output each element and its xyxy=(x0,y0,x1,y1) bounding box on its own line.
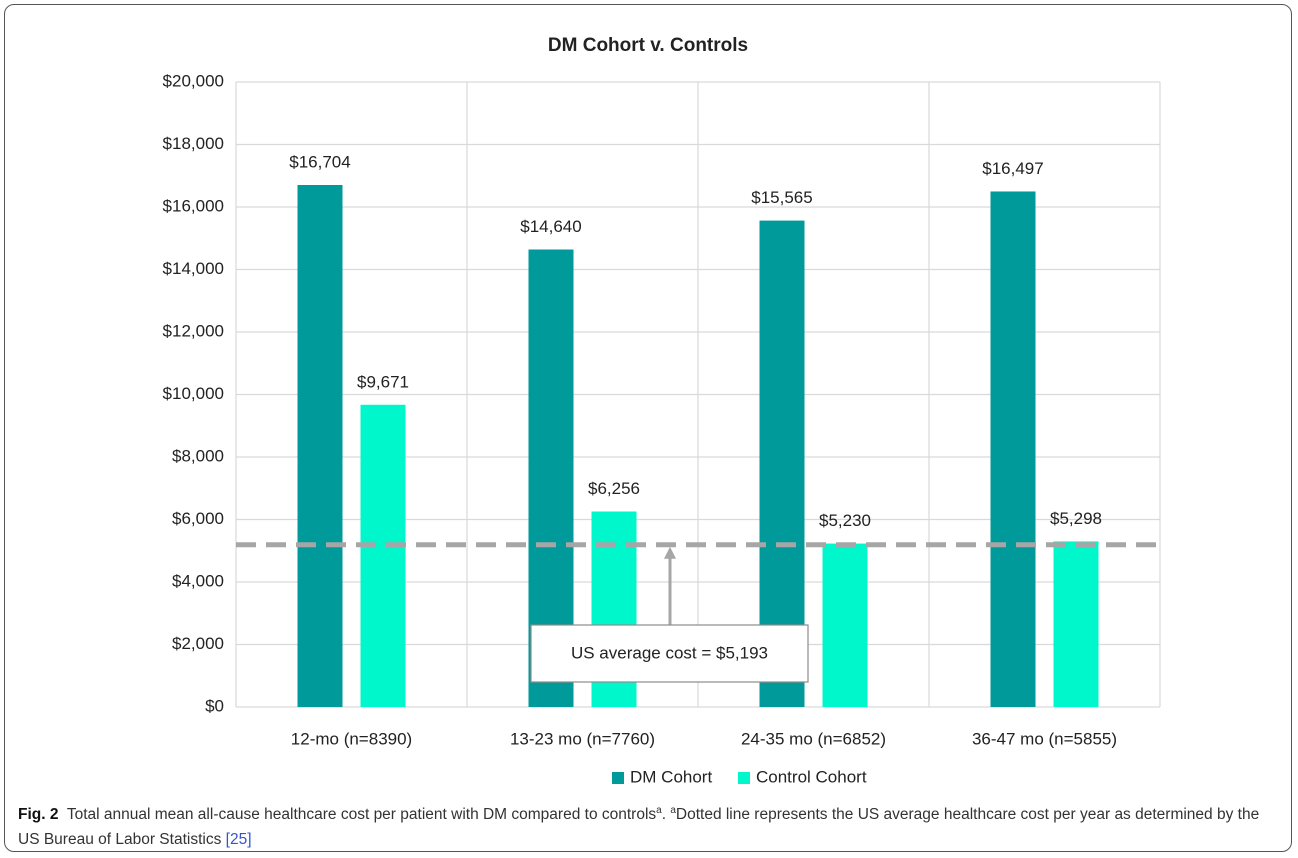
value-label: $14,640 xyxy=(520,217,581,236)
legend-swatch xyxy=(738,772,750,784)
value-label: $9,671 xyxy=(357,372,409,391)
y-tick-label: $20,000 xyxy=(163,71,224,90)
figure-frame xyxy=(4,4,1292,852)
value-label: $16,704 xyxy=(289,152,350,171)
value-label: $5,230 xyxy=(819,511,871,530)
footnote-mark: a xyxy=(656,805,662,816)
y-tick-label: $14,000 xyxy=(163,259,224,278)
annotation-text: US average cost = $5,193 xyxy=(571,643,768,662)
x-tick-label: 13-23 mo (n=7760) xyxy=(510,729,655,748)
y-tick-label: $10,000 xyxy=(163,384,224,403)
caption-note: Dotted line represents the US average he… xyxy=(18,806,1260,849)
y-tick-label: $4,000 xyxy=(172,571,224,590)
y-tick-label: $16,000 xyxy=(163,196,224,215)
bar xyxy=(360,404,406,707)
arrow-head xyxy=(664,546,676,559)
chart-title: DM Cohort v. Controls xyxy=(548,35,748,56)
y-tick-label: $12,000 xyxy=(163,321,224,340)
legend-label: DM Cohort xyxy=(630,767,712,786)
bar xyxy=(990,191,1036,707)
caption-text: Total annual mean all-cause healthcare c… xyxy=(66,806,657,824)
bar xyxy=(822,543,868,707)
value-label: $16,497 xyxy=(982,159,1043,178)
legend-swatch xyxy=(612,772,624,784)
x-tick-label: 12-mo (n=8390) xyxy=(291,729,412,748)
y-tick-label: $2,000 xyxy=(172,634,224,653)
y-tick-label: $6,000 xyxy=(172,509,224,528)
footnote-mark: a xyxy=(670,805,676,816)
caption: Fig. 2 Total annual mean all-cause healt… xyxy=(18,798,1278,852)
value-label: $6,256 xyxy=(588,479,640,498)
y-tick-label: $8,000 xyxy=(172,446,224,465)
citation[interactable]: [25] xyxy=(225,831,252,849)
legend-label: Control Cohort xyxy=(756,767,867,786)
x-tick-label: 24-35 mo (n=6852) xyxy=(741,729,886,748)
chart: DM Cohort v. Controls $0 $2,000 $4,000 $6,0… xyxy=(163,35,1161,786)
bar xyxy=(1053,541,1099,707)
caption-sep: . xyxy=(661,806,671,824)
value-label: $5,298 xyxy=(1050,509,1102,528)
value-label: $15,565 xyxy=(751,188,812,207)
y-tick-label: $18,000 xyxy=(163,134,224,153)
caption-label: Fig. 2 xyxy=(18,806,59,824)
bar xyxy=(297,185,343,707)
annotation-box xyxy=(530,624,809,683)
x-tick-label: 36-47 mo (n=5855) xyxy=(972,729,1117,748)
y-tick-label: $0 xyxy=(205,696,224,715)
